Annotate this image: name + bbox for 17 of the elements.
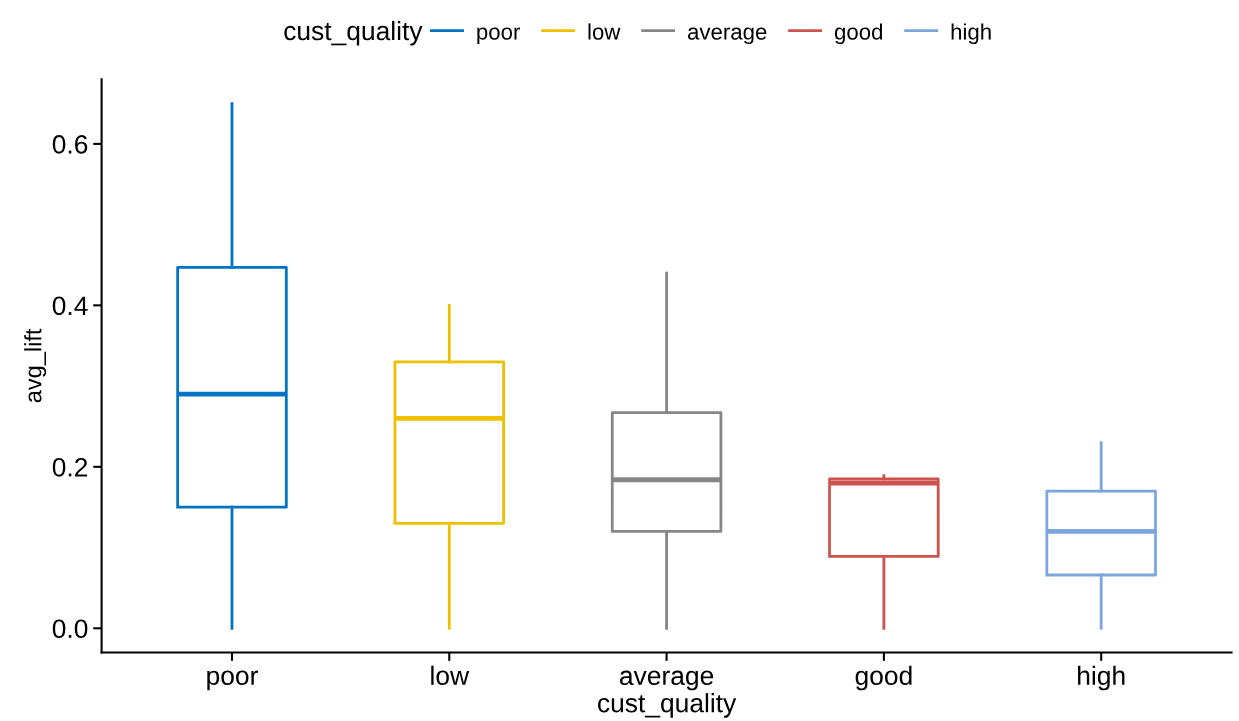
y-tick-label: 0.2 <box>52 457 88 477</box>
x-tick-label: average <box>620 670 714 691</box>
y-tick-label: 0.0 <box>52 619 88 639</box>
x-tick-label: poor <box>207 670 258 691</box>
x-tick-label: good <box>855 665 912 691</box>
y-axis-title: avg_lift <box>24 328 47 403</box>
y-tick-label: 0.4 <box>52 296 88 316</box>
legend-label: high <box>951 23 991 45</box>
legend-label: good <box>834 23 883 45</box>
x-tick-label: high <box>1078 665 1125 691</box>
x-axis-title: cust_quality <box>598 693 737 718</box>
legend-label: average <box>687 27 767 45</box>
legend-label: poor <box>477 27 520 45</box>
legend-label: low <box>588 23 621 40</box>
y-tick-label: 0.6 <box>52 135 88 154</box>
legend-title: cust_quality <box>284 20 423 46</box>
x-tick-label: low <box>431 665 470 686</box>
